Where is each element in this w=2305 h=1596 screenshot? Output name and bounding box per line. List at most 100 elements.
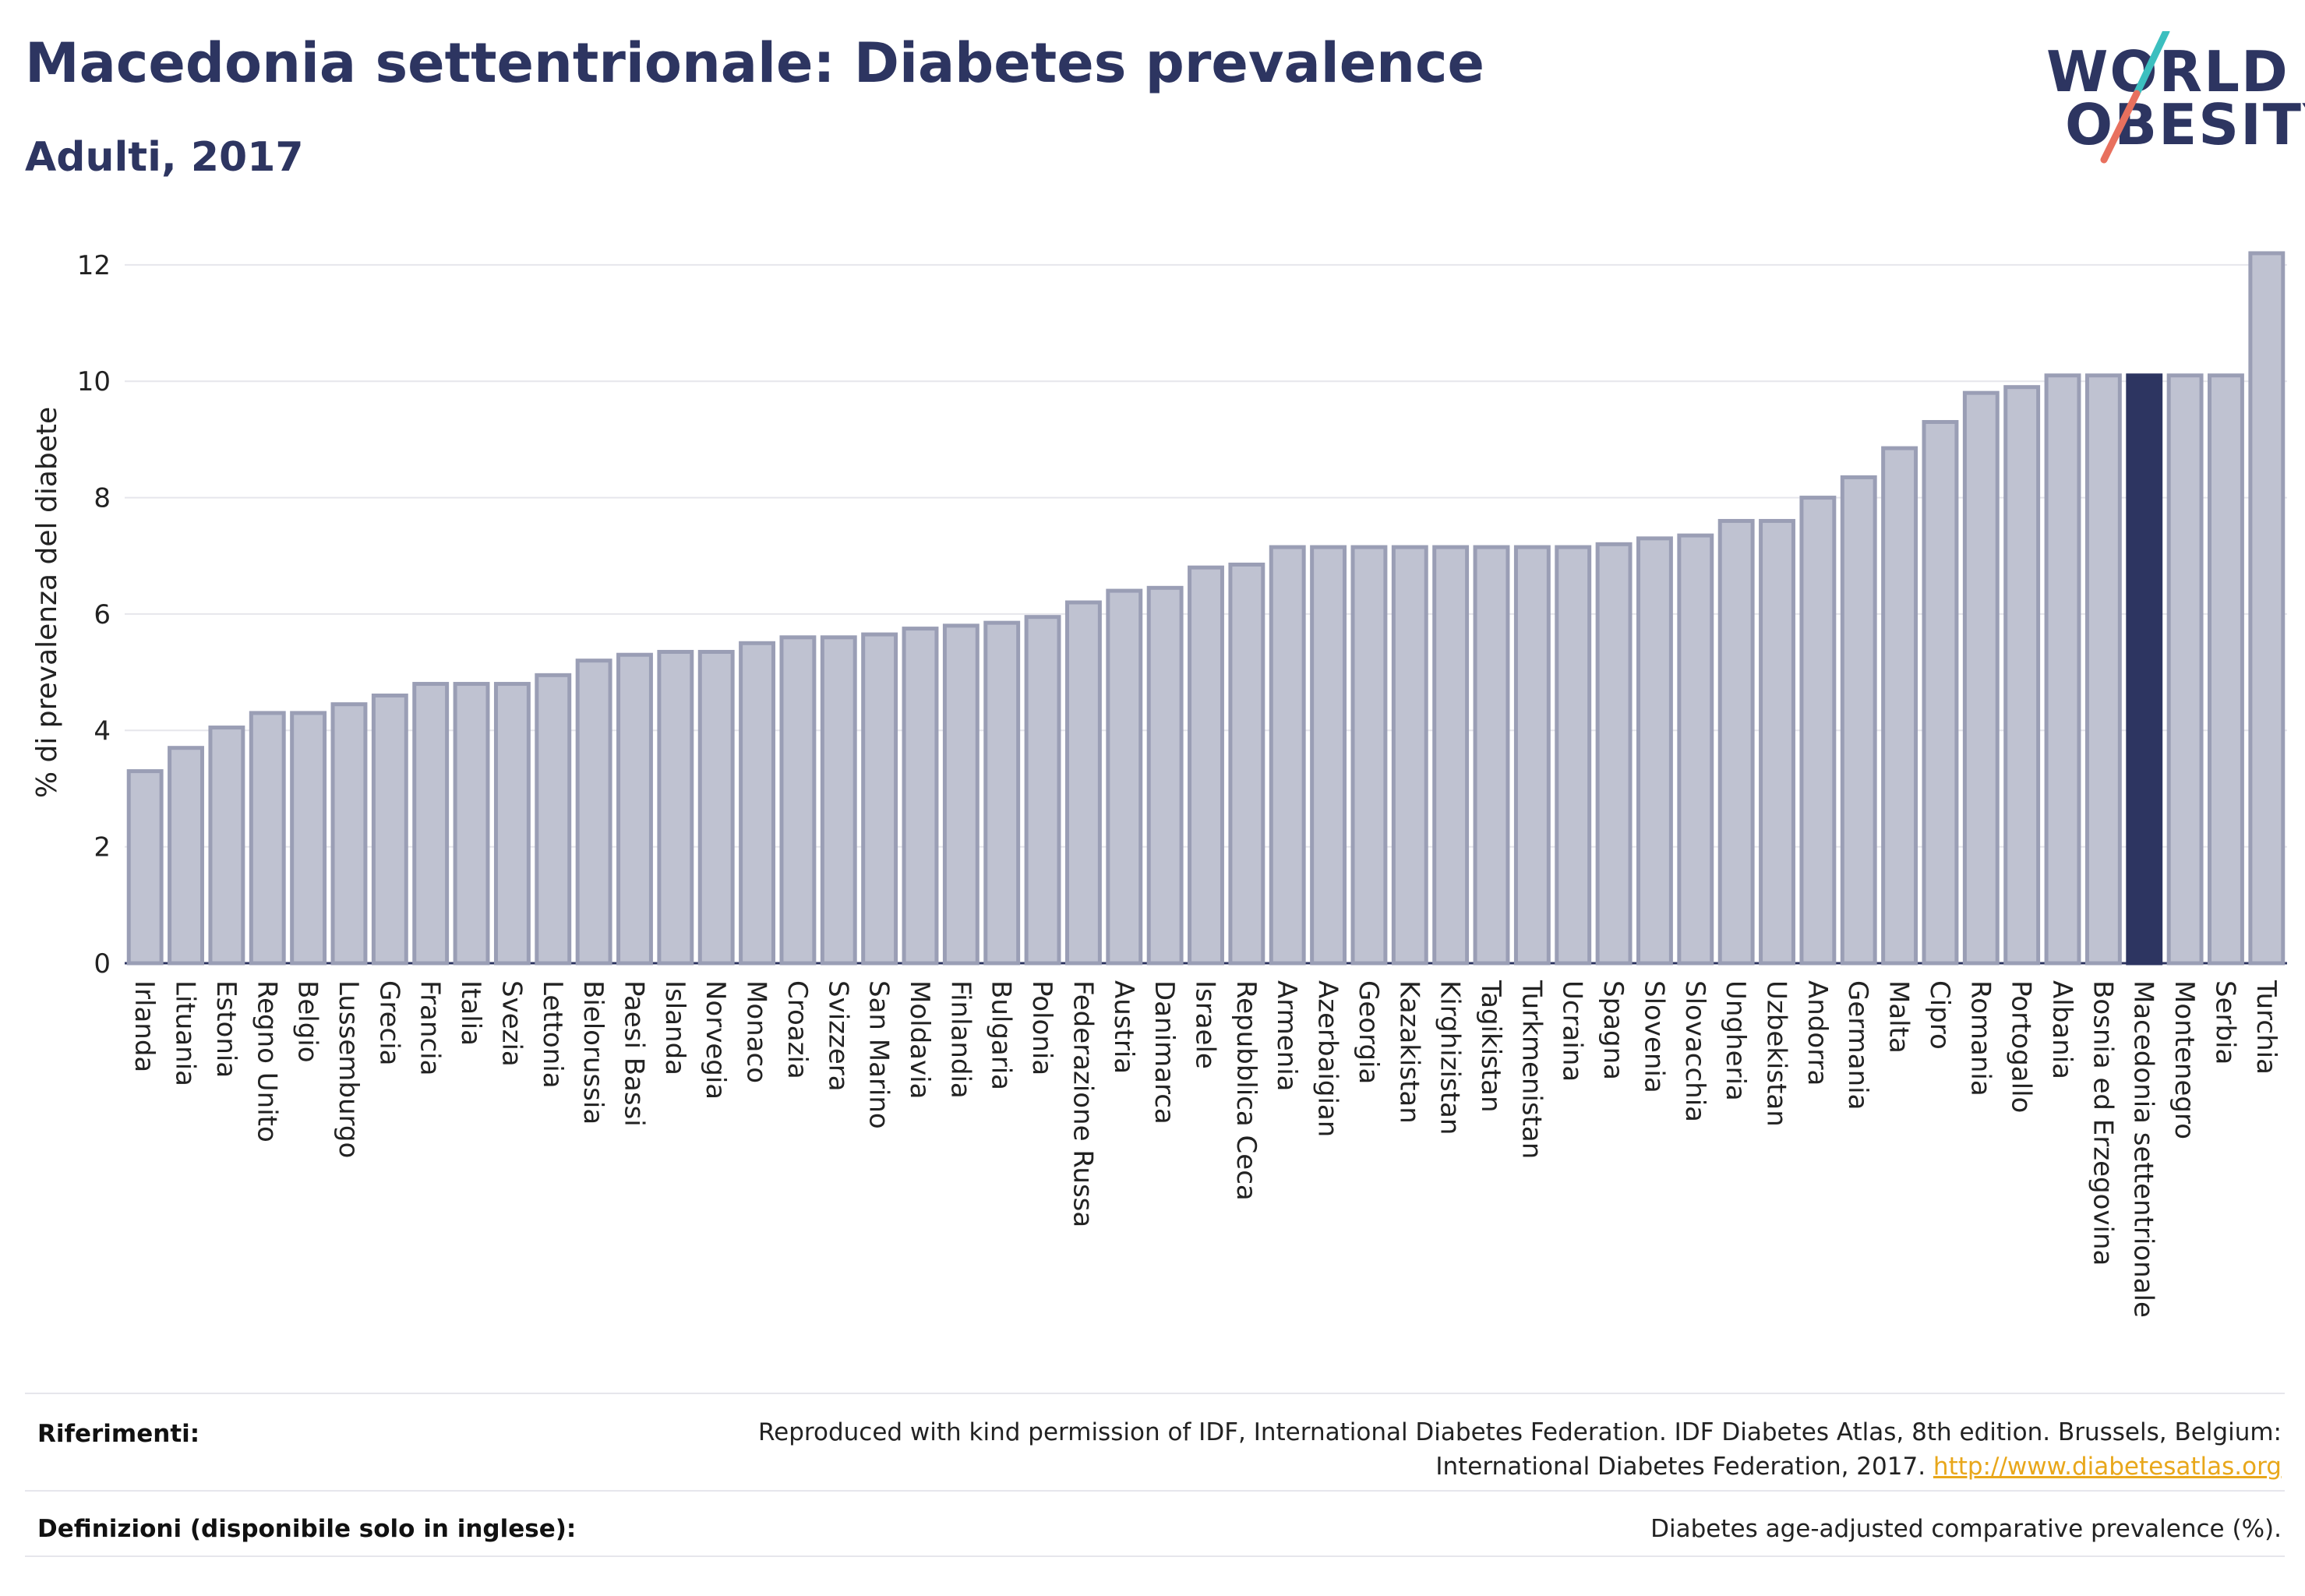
bar (1391, 545, 1428, 966)
x-tick-label: Albania (2046, 980, 2077, 1079)
x-tick-label: Finlandia (944, 980, 976, 1099)
bar (1677, 533, 1714, 966)
bar (126, 769, 164, 966)
bar (2044, 373, 2081, 966)
x-tick-label: Slovenia (1638, 980, 1669, 1093)
x-tick-label: Azerbaigian (1312, 980, 1343, 1137)
y-tick-label: 10 (77, 366, 111, 397)
x-tick-label: Lettonia (537, 980, 568, 1089)
x-tick-label: Kirghizistan (1435, 980, 1466, 1135)
x-tick-label: Bosnia ed Erzegovina (2087, 980, 2118, 1266)
bar (290, 711, 327, 966)
bar (1962, 390, 2000, 966)
x-tick-label: Repubblica Ceca (1230, 980, 1262, 1201)
bar (983, 620, 1021, 966)
y-axis-label: % di prevalenza del diabete (31, 407, 63, 798)
x-tick-label: Monaco (741, 980, 772, 1083)
bar (1350, 545, 1388, 966)
bar (535, 673, 572, 966)
x-tick-label: Polonia (1026, 980, 1057, 1075)
x-tick-label: Spagna (1597, 980, 1629, 1080)
x-tick-label: Islanda (659, 980, 690, 1075)
bar (1228, 562, 1265, 966)
x-tick-label: Macedonia settentrionale (2128, 980, 2159, 1318)
bar (1555, 545, 1592, 966)
x-tick-label: Austria (1108, 980, 1139, 1074)
x-tick-label: Montenegro (2169, 980, 2200, 1139)
bar (330, 702, 368, 966)
bar (739, 641, 776, 966)
bar (1432, 545, 1470, 966)
x-tick-label: Svezia (496, 980, 527, 1067)
references-line-2: International Diabetes Federation, 2017. (1435, 1453, 1926, 1481)
bar (1106, 588, 1143, 966)
x-tick-label: Estonia (210, 980, 242, 1078)
bar (1759, 518, 1795, 966)
page-subtitle: Adulti, 2017 (25, 134, 304, 181)
bar (942, 623, 980, 966)
bar (1064, 600, 1102, 966)
bar (493, 682, 531, 966)
logo-line-2: OBESITY (2065, 92, 2305, 157)
x-tick-label: Belgio (292, 980, 323, 1063)
bar (1310, 545, 1347, 966)
bar (249, 711, 286, 966)
bar (2003, 385, 2041, 966)
bar (208, 726, 245, 966)
x-tick-label: Bulgaria (986, 980, 1017, 1090)
bar (575, 659, 612, 966)
bar (1188, 565, 1224, 966)
x-tick-label: Svizzera (822, 980, 853, 1092)
x-tick-label: Malta (1883, 980, 1915, 1054)
bar (2084, 373, 2122, 966)
x-tick-label: Lussemburgo (333, 980, 364, 1158)
x-tick-label: Moldavia (904, 980, 935, 1099)
references-text: Reproduced with kind permission of IDF, … (758, 1415, 2282, 1484)
page-title: Macedonia settentrionale: Diabetes preva… (25, 31, 1484, 95)
logo-line-1: WORLD (2046, 39, 2289, 104)
y-tick-label: 2 (94, 832, 111, 863)
x-tick-label: San Marino (863, 980, 895, 1129)
bar (2208, 373, 2244, 966)
references-link[interactable]: http://www.diabetesatlas.org (1933, 1453, 2282, 1481)
x-tick-label: Regno Unito (251, 980, 282, 1142)
x-tick-label: Romania (1964, 980, 1996, 1096)
bar (1473, 545, 1510, 966)
x-tick-label: Israele (1190, 980, 1221, 1069)
y-tick-label: 12 (77, 250, 111, 281)
x-tick-label: Italia (455, 980, 486, 1046)
references-line-1: Reproduced with kind permission of IDF, … (758, 1418, 2282, 1446)
bar (1799, 496, 1837, 966)
bar (1840, 475, 1877, 966)
definitions-label: Definizioni (disponibile solo in inglese… (37, 1515, 577, 1543)
x-tick-label: Turkmenistan (1516, 980, 1547, 1159)
bar (1922, 420, 1959, 966)
x-tick-label: Cipro (1924, 980, 1955, 1050)
x-tick-label: Serbia (2209, 980, 2240, 1065)
bar (1269, 545, 1306, 966)
x-tick-label: Irlanda (129, 980, 160, 1072)
x-tick-label: Bielorussia (577, 980, 609, 1125)
bar (2166, 373, 2204, 966)
bar (1595, 542, 1633, 966)
references-line-2-wrap: International Diabetes Federation, 2017.… (758, 1449, 2282, 1484)
y-tick-label: 4 (94, 715, 111, 747)
x-tick-label: Slovacchia (1679, 980, 1710, 1122)
y-tick-label: 8 (94, 483, 111, 514)
world-obesity-logo[interactable]: WORLD OBESITY (2042, 31, 2305, 164)
x-tick-label: Norvegia (700, 980, 731, 1100)
definitions-text: Diabetes age-adjusted comparative preval… (1650, 1515, 2282, 1543)
bar (1717, 518, 1755, 966)
bar (1636, 536, 1673, 966)
x-tick-label: Uzbekistan (1761, 980, 1792, 1127)
x-tick-label: Danimarca (1149, 980, 1180, 1125)
x-tick-label: Croazia (782, 980, 813, 1079)
x-tick-label: Grecia (373, 980, 404, 1065)
y-tick-label: 6 (94, 599, 111, 630)
x-tick-label: Turchia (2250, 980, 2282, 1075)
x-tick-label: Portogallo (2006, 980, 2037, 1113)
bar (657, 649, 694, 966)
footer-divider-bottom (25, 1555, 2285, 1557)
x-tick-label: Germania (1842, 980, 1873, 1110)
bar (371, 693, 408, 966)
